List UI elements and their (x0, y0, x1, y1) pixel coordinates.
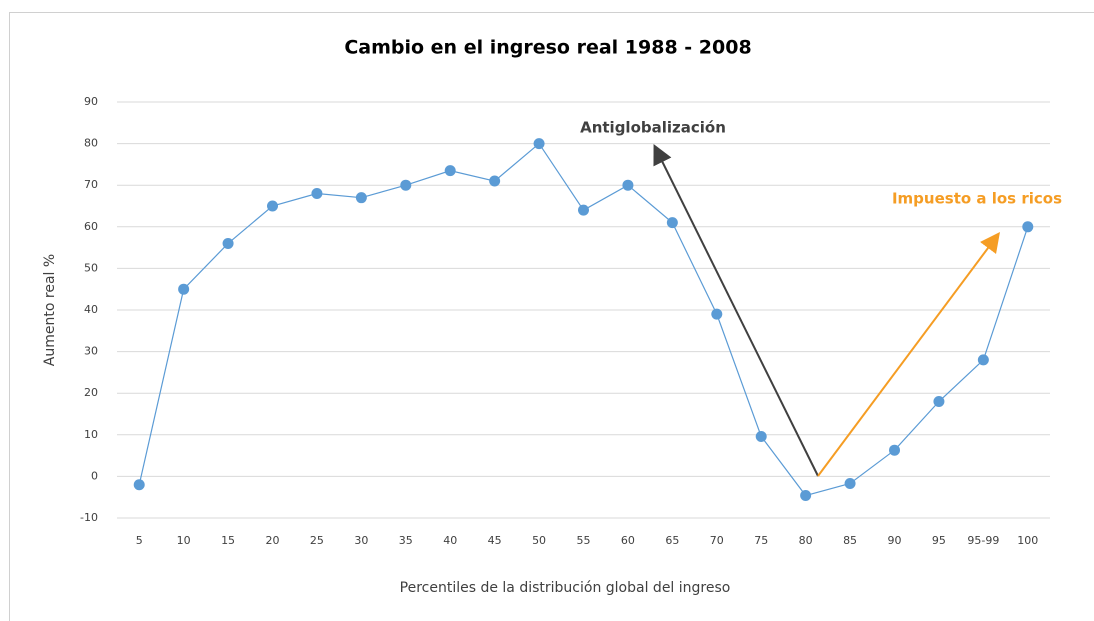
y-tick-label: -10 (80, 511, 98, 524)
point (800, 490, 812, 502)
annotation: Antiglobalización (580, 119, 726, 137)
point (400, 179, 412, 191)
point (933, 396, 945, 408)
x-tick-label: 85 (843, 534, 857, 547)
point (578, 204, 589, 216)
arrow (653, 144, 819, 477)
x-tick-label: 35 (399, 534, 413, 547)
point (355, 192, 367, 204)
x-tick-label: 70 (710, 534, 724, 547)
x-tick-label: 15 (221, 534, 235, 547)
x-tick-label: 55 (577, 534, 591, 547)
point (489, 175, 501, 187)
x-tick-label: 10 (177, 534, 191, 547)
point (267, 200, 278, 212)
x-tick-label: 90 (888, 534, 902, 547)
chart-title: Cambio en el ingreso real 1988 - 2008 (344, 37, 751, 59)
x-tick-label: 65 (665, 534, 679, 547)
point (533, 138, 545, 150)
y-tick-label: 20 (84, 386, 98, 399)
point (844, 477, 856, 489)
x-tick-label: 50 (532, 534, 546, 547)
y-tick-label: 0 (91, 469, 98, 482)
x-tick-label: 95 (932, 534, 946, 547)
y-tick-label: 60 (84, 220, 98, 233)
y-tick-label: 50 (84, 261, 98, 274)
x-tick-label: 5 (136, 534, 143, 547)
point (1022, 221, 1034, 233)
x-tick-label: 40 (443, 534, 457, 547)
x-tick-label: 30 (354, 534, 368, 547)
point (666, 217, 678, 229)
x-tick-label: 75 (754, 534, 768, 547)
x-tick-label: 45 (488, 534, 502, 547)
y-tick-label: 40 (84, 303, 98, 316)
x-axis-label: Percentiles de la distribución global de… (400, 580, 731, 596)
y-tick-label: 10 (84, 428, 98, 441)
arrow (817, 231, 1000, 477)
y-tick-label: 70 (84, 178, 98, 191)
y-tick-label: 30 (84, 345, 98, 358)
point (444, 165, 456, 177)
x-tick-label: 60 (621, 534, 635, 547)
y-tick-label: 90 (84, 95, 98, 108)
x-tick-label: 20 (266, 534, 280, 547)
point (755, 430, 767, 442)
point (311, 188, 323, 200)
y-axis-label: Aumento real % (42, 254, 58, 366)
y-tick-label: 80 (84, 137, 98, 150)
chart-border (9, 12, 1094, 621)
x-tick-label: 95-99 (967, 534, 999, 547)
x-tick-label: 25 (310, 534, 324, 547)
x-tick-label: 80 (799, 534, 813, 547)
point (977, 354, 989, 366)
point (133, 479, 145, 491)
x-tick-label: 100 (1017, 534, 1038, 547)
point (889, 444, 900, 456)
annotation: Impuesto a los ricos (892, 190, 1062, 208)
point (622, 179, 634, 191)
point (222, 237, 234, 249)
point (178, 283, 190, 295)
point (711, 308, 723, 320)
